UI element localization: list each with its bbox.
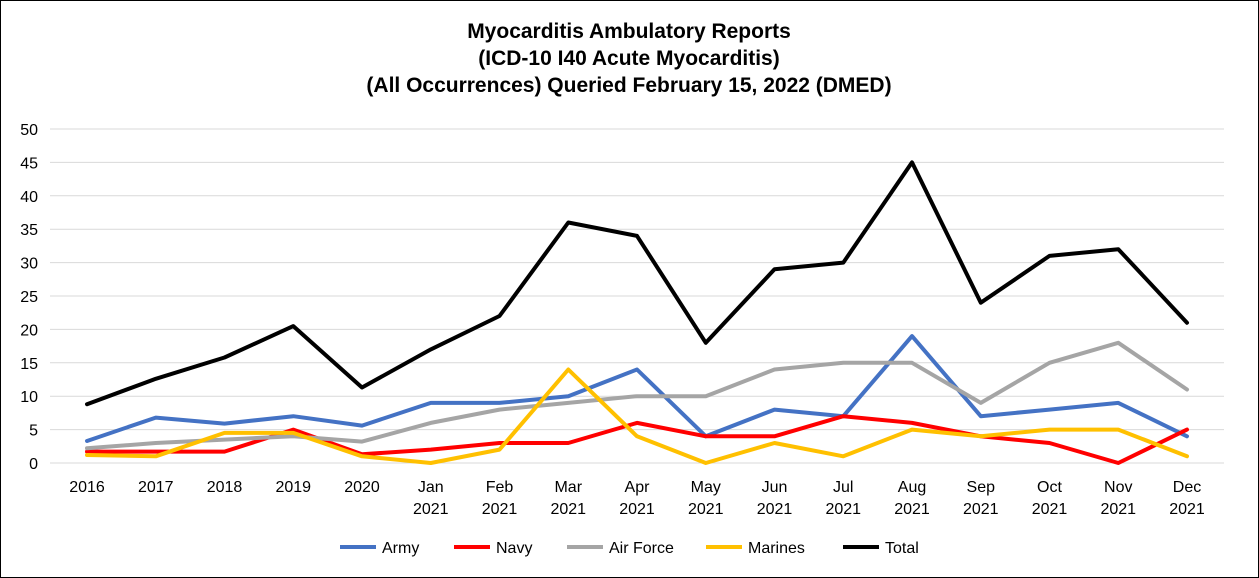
x-tick-label: 2021: [757, 501, 793, 518]
series-total: [85, 160, 1189, 407]
series-line-marines: [85, 367, 1189, 465]
x-tick-label: Apr: [625, 479, 651, 496]
y-tick-label: 25: [20, 289, 38, 306]
legend-item-air-force: Air Force: [567, 540, 674, 557]
x-tick-label: 2021: [825, 501, 861, 518]
series-air-force: [85, 340, 1189, 451]
x-tick-label: 2019: [275, 479, 311, 496]
y-axis-tick-labels: 0 5 10 15 20 25 30 35 40 45 50: [20, 122, 38, 473]
chart-title-line-1: Myocarditis Ambulatory Reports: [467, 20, 791, 43]
y-tick-label: 5: [29, 423, 38, 440]
x-axis-tick-labels: 2016 2017 2018 2019 2020 Jan 2021 Feb 2021 Mar 202…: [69, 479, 1205, 518]
y-tick-label: 50: [20, 122, 38, 139]
y-tick-label: 15: [20, 356, 38, 373]
x-tick-label: 2016: [69, 479, 105, 496]
y-tick-label: 35: [20, 222, 38, 239]
x-tick-label: 2021: [550, 501, 586, 518]
x-tick-label: Oct: [1037, 479, 1062, 496]
x-tick-label: 2021: [482, 501, 518, 518]
gridlines: [50, 128, 1224, 431]
x-tick-label: Jan: [418, 479, 444, 496]
legend-label-marines: Marines: [748, 540, 805, 557]
y-tick-label: 40: [20, 189, 38, 206]
y-tick-label: 10: [20, 389, 38, 406]
chart-title-line-2: (ICD-10 I40 Acute Myocarditis): [478, 47, 779, 70]
x-tick-label: 2017: [138, 479, 174, 496]
chart-title-line-3: (All Occurrences) Queried February 15, 2…: [366, 74, 891, 97]
x-tick-label: Aug: [898, 479, 926, 496]
legend-label-army: Army: [382, 540, 419, 557]
legend-item-total: Total: [843, 540, 919, 557]
x-tick-label: 2021: [413, 501, 449, 518]
legend-item-marines: Marines: [706, 540, 805, 557]
x-tick-label: Sep: [967, 479, 996, 496]
x-tick-label: Feb: [486, 479, 514, 496]
y-tick-label: 45: [20, 155, 38, 172]
x-tick-label: 2021: [1100, 501, 1136, 518]
series-army: [85, 334, 1189, 443]
x-tick-label: 2021: [1169, 501, 1205, 518]
legend-item-navy: Navy: [454, 540, 532, 557]
x-tick-label: 2021: [894, 501, 930, 518]
legend-item-army: Army: [340, 540, 419, 557]
series-marines: [85, 367, 1189, 465]
x-tick-label: May: [691, 479, 721, 496]
y-tick-label: 20: [20, 322, 38, 339]
legend-label-air-force: Air Force: [609, 540, 674, 557]
y-tick-label: 30: [20, 256, 38, 273]
x-tick-label: Jul: [833, 479, 853, 496]
legend-label-navy: Navy: [496, 540, 532, 557]
x-tick-label: Jun: [762, 479, 788, 496]
x-tick-label: 2021: [619, 501, 655, 518]
series-line-army: [85, 334, 1189, 443]
x-tick-label: Dec: [1173, 479, 1201, 496]
legend-label-total: Total: [885, 540, 919, 557]
x-tick-label: Nov: [1104, 479, 1132, 496]
x-tick-label: Mar: [554, 479, 582, 496]
chart-title: Myocarditis Ambulatory Reports (ICD-10 I…: [366, 20, 891, 97]
y-tick-label: 0: [29, 456, 38, 473]
x-tick-label: 2021: [688, 501, 724, 518]
legend: Army Navy Air Force Marines Total: [340, 540, 919, 557]
x-tick-label: 2020: [344, 479, 380, 496]
x-tick-label: 2021: [963, 501, 999, 518]
data-series: [85, 160, 1189, 465]
x-tick-label: 2021: [1032, 501, 1068, 518]
x-tick-label: 2018: [207, 479, 243, 496]
